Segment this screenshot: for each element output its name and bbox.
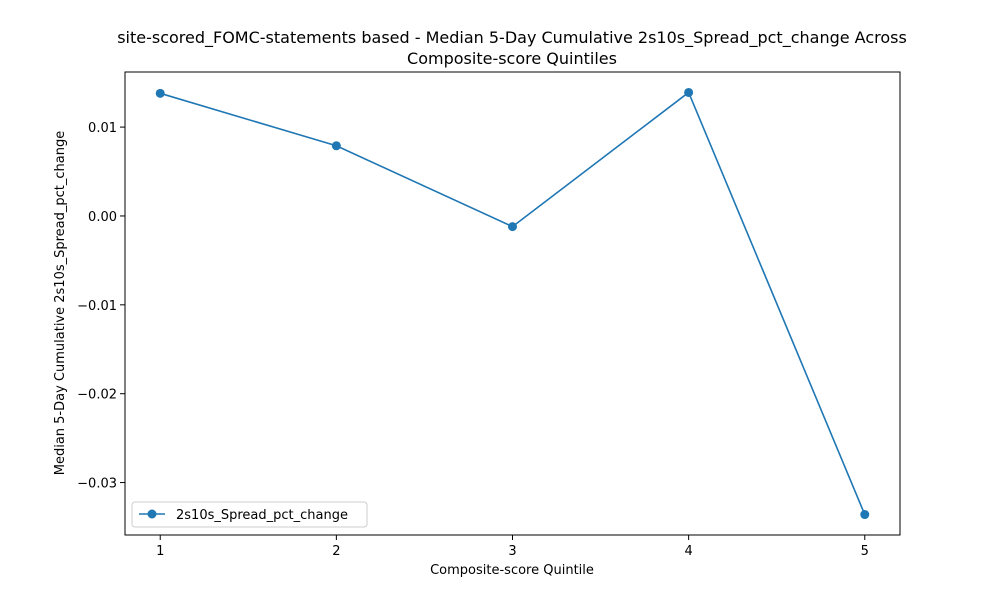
x-tick-label: 4 xyxy=(684,544,692,559)
plot-area xyxy=(155,87,870,520)
y-tick-label: 0.01 xyxy=(88,121,117,136)
legend: 2s10s_Spread_pct_change xyxy=(131,501,368,528)
x-tick-label: 5 xyxy=(861,544,869,559)
legend-marker-swatch xyxy=(147,509,157,519)
x-tick-label: 1 xyxy=(156,544,164,559)
y-axis-label: Median 5-Day Cumulative 2s10s_Spread_pct… xyxy=(53,131,68,476)
legend-box xyxy=(131,501,368,528)
data-point xyxy=(155,88,165,98)
y-tick-label: −0.02 xyxy=(77,388,117,403)
data-point xyxy=(508,222,517,232)
y-tick-label: −0.01 xyxy=(77,299,117,314)
x-axis: 1 2 3 4 5 xyxy=(156,535,869,559)
y-tick-label: −0.03 xyxy=(77,477,117,492)
y-axis: 0.01 0.00 −0.01 −0.02 −0.03 xyxy=(77,121,125,492)
x-tick-label: 3 xyxy=(508,544,516,559)
y-tick-label: 0.00 xyxy=(88,210,117,225)
x-tick-label: 2 xyxy=(332,544,340,559)
x-axis-label: Composite-score Quintile xyxy=(430,563,594,578)
data-point xyxy=(331,141,341,151)
chart-title-line2: Composite-score Quintiles xyxy=(407,49,617,68)
chart-title-line1: site-scored_FOMC-statements based - Medi… xyxy=(117,28,907,48)
data-point xyxy=(684,87,694,97)
legend-label: 2s10s_Spread_pct_change xyxy=(176,508,348,523)
data-point xyxy=(860,510,870,520)
